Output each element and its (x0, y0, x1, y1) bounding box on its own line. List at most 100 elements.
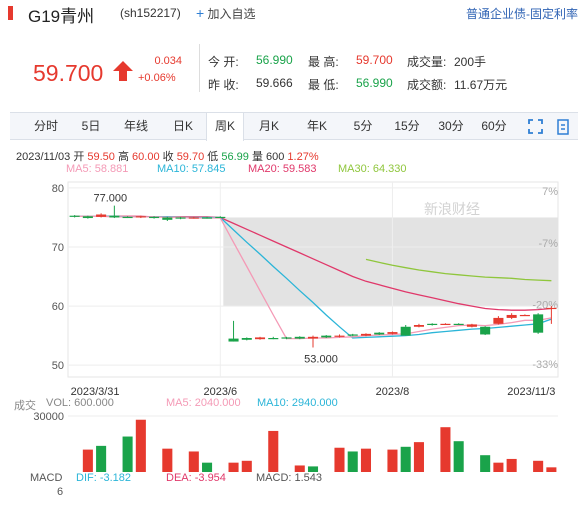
add-watchlist-button[interactable]: + 加入自选 (196, 5, 256, 22)
candle-body (360, 333, 372, 336)
kline-low-label: 低 (207, 151, 219, 163)
volume-ma5: MA5: 2040.000 (166, 397, 241, 409)
candle-body (294, 336, 305, 339)
candle-body (334, 335, 345, 337)
kline-close-label: 收 (162, 151, 174, 163)
top-bar: G19青州 (sh152217) + 加入自选 普通企业债-固定利率 (0, 0, 586, 26)
tab-weekly-k[interactable]: 周K (206, 113, 244, 141)
volume-bar (334, 447, 345, 472)
volume-vol: VOL: 600.000 (46, 397, 114, 409)
up-arrow-icon (113, 61, 133, 81)
volume-bar (202, 462, 213, 472)
kline-high: 60.00 (132, 151, 160, 163)
tab-yearly-k[interactable]: 年K (306, 119, 327, 133)
candle-body (109, 215, 120, 218)
candle-body (254, 337, 266, 340)
kline-date: 2023/11/03 (16, 151, 71, 163)
candle-body (228, 338, 239, 342)
candle-body (400, 326, 411, 336)
kline-chart: 807060507%-7%-20%-33%新浪财经77.00053.000202… (52, 181, 559, 398)
title-marker (8, 6, 13, 20)
amount-label: 成交额: (407, 78, 447, 92)
volume-bar (480, 455, 491, 472)
volume-bar (162, 448, 173, 472)
candle-body (321, 335, 332, 338)
high-label: 最 高: (308, 55, 339, 69)
candle-body (387, 332, 398, 334)
add-watchlist-label: 加入自选 (207, 7, 256, 21)
candle-body (188, 217, 199, 219)
x-tick-label: 2023/8 (376, 386, 410, 398)
tab-year-line[interactable]: 年线 (123, 119, 148, 133)
kline-pct: 1.27% (287, 151, 319, 163)
kline-open-label: 开 (73, 151, 85, 163)
candle-body (440, 323, 451, 326)
x-tick-label: 2023/6 (203, 386, 237, 398)
candle-body (241, 338, 252, 340)
candle-body (493, 317, 504, 324)
volume-bar (82, 449, 93, 472)
expand-icon[interactable] (528, 119, 543, 134)
kline-high-label: 高 (117, 151, 129, 163)
candle-body (480, 326, 491, 335)
candle-body (135, 216, 146, 218)
macd-title: MACD (30, 472, 63, 484)
more-icon[interactable] (556, 118, 570, 136)
candle-body (122, 216, 133, 219)
volume-bar (400, 446, 411, 472)
price-change-pct: +0.06% (138, 72, 176, 84)
tab-15min[interactable]: 15分 (394, 119, 420, 133)
candle-body (347, 334, 358, 336)
x-tick-label: 2023/11/3 (507, 386, 555, 398)
quote-table: 今 开: 56.990 最 高: 59.700 成交量: 200手 昨 收: 5… (199, 44, 507, 92)
low-value: 56.990 (356, 76, 393, 90)
y-tick-label: 80 (52, 183, 64, 195)
prev-close-value: 59.666 (256, 76, 293, 90)
ma20-label: MA20: 59.583 (248, 163, 317, 175)
ma30-line (365, 258, 552, 282)
tab-5min[interactable]: 5分 (353, 119, 373, 133)
macd-value: MACD: 1.543 (256, 472, 323, 484)
tab-5day[interactable]: 5日 (81, 119, 101, 133)
open-label: 今 开: (208, 55, 239, 69)
range-highlight (223, 217, 558, 307)
tab-60min[interactable]: 60分 (481, 119, 507, 133)
volume-bar (413, 442, 424, 472)
max-price-label: 77.000 (94, 193, 128, 205)
tab-monthly-k[interactable]: 月K (258, 119, 279, 133)
tab-daily-k[interactable]: 日K (172, 119, 193, 133)
volume-ma10: MA10: 2940.000 (257, 397, 338, 409)
volume-bar (533, 460, 544, 472)
bond-type-link[interactable]: 普通企业债-固定利率 (466, 7, 578, 21)
macd-axis-tick: 6 (57, 486, 64, 498)
pct-tick-label: 7% (542, 186, 558, 198)
x-tick-label: 2023/3/31 (71, 386, 120, 398)
volume-bar (546, 467, 557, 472)
y-tick-label: 70 (52, 242, 64, 254)
tab-fenshi[interactable]: 分时 (33, 119, 58, 133)
kline-low: 56.99 (221, 151, 249, 163)
volume-bar (135, 419, 146, 472)
pct-tick-label: -33% (532, 359, 558, 371)
high-value: 59.700 (356, 53, 393, 67)
candle-body (202, 217, 213, 219)
volume-bar (228, 462, 239, 472)
kline-info: 2023/11/03 开 59.50 高 60.00 收 59.70 低 56.… (16, 148, 319, 164)
candle-body (533, 314, 544, 333)
price-block: 59.700 0.034 +0.06% (0, 44, 200, 104)
candle-body (162, 217, 173, 220)
tab-30min[interactable]: 30分 (438, 119, 464, 133)
volume-bar (387, 449, 398, 472)
candle-body (374, 332, 385, 335)
plus-icon: + (196, 5, 205, 21)
volume-label: 成交量: (407, 55, 447, 69)
candle-body (215, 216, 226, 219)
volume-bar (122, 436, 133, 472)
macd-dif: DIF: -3.182 (76, 472, 132, 484)
macd-dea: DEA: -3.954 (166, 472, 226, 484)
ma5-label: MA5: 58.881 (66, 163, 129, 175)
volume-tick-label: 30000 (33, 411, 64, 423)
volume-chart: 30000 (33, 411, 558, 472)
ma30-label: MA30: 64.330 (338, 163, 407, 175)
ma10-label: MA10: 57.845 (157, 163, 226, 175)
